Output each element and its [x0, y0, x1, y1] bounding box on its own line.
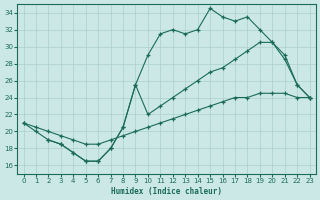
X-axis label: Humidex (Indice chaleur): Humidex (Indice chaleur)	[111, 187, 222, 196]
